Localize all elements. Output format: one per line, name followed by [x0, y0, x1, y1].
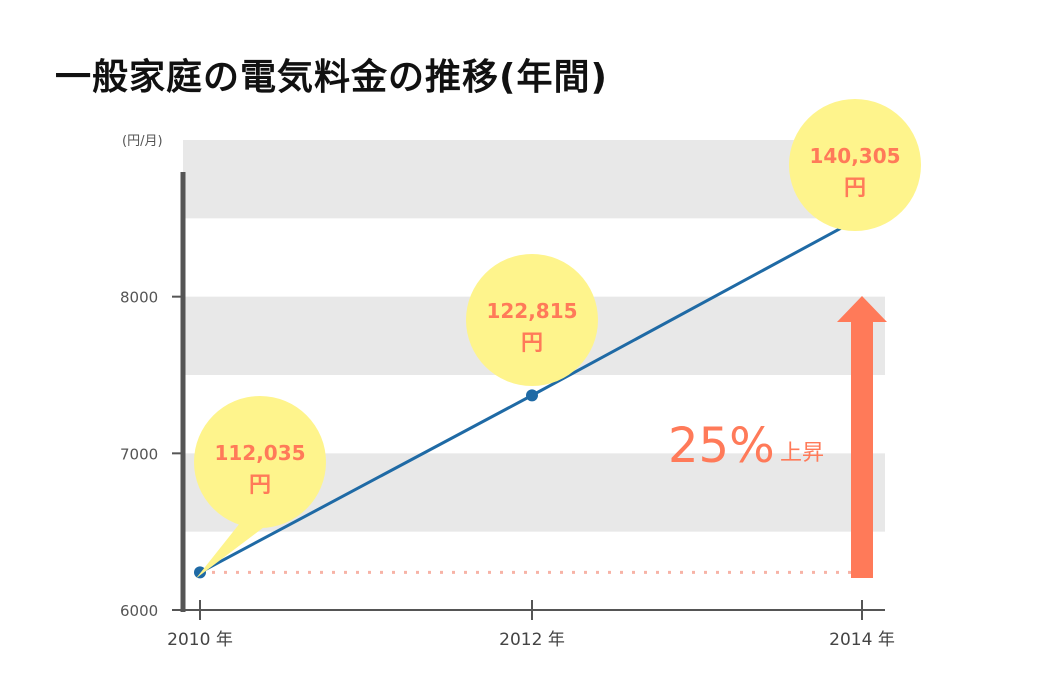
increase-label: 25% 上昇 [668, 418, 824, 474]
value-callout: 140,305 円 [789, 99, 921, 231]
callout-value: 140,305 [809, 144, 900, 168]
callout-unit: 円 [844, 176, 866, 201]
callout-value: 112,035 [214, 441, 305, 465]
callout-bubble [789, 99, 921, 231]
data-point [194, 566, 206, 579]
y-axis-unit-label: (円/月) [122, 134, 163, 149]
value-callout: 112,035 円 [194, 396, 326, 579]
callout-value: 122,815 [486, 299, 577, 323]
callout-bubble [194, 396, 326, 528]
increase-percent: 25% [668, 418, 775, 474]
y-tick-labels: 6000 7000 8000 [120, 289, 183, 620]
x-tick-label: 2012 年 [499, 630, 565, 650]
y-tick-label: 8000 [120, 289, 158, 307]
data-point [526, 389, 538, 402]
callout-bubble [466, 254, 598, 386]
value-callout: 122,815 円 [466, 254, 598, 386]
x-tick-label: 2014 年 [829, 630, 895, 650]
x-tick-labels: 2010 年 2012 年 2014 年 [167, 600, 895, 650]
y-tick-label: 7000 [120, 445, 158, 463]
grid-band [183, 140, 885, 219]
increase-suffix: 上昇 [780, 441, 824, 466]
x-tick-label: 2010 年 [167, 630, 233, 650]
page-title: 一般家庭の電気料金の推移(年間) [55, 57, 608, 98]
callout-unit: 円 [521, 331, 543, 356]
callout-pointer [196, 518, 276, 579]
callout-unit: 円 [249, 473, 271, 498]
y-tick-label: 6000 [120, 602, 158, 620]
increase-arrow [837, 296, 887, 578]
value-callouts: 112,035 円 122,815 円 140,305 円 [194, 99, 921, 579]
increase-arrow-shape [837, 296, 887, 578]
